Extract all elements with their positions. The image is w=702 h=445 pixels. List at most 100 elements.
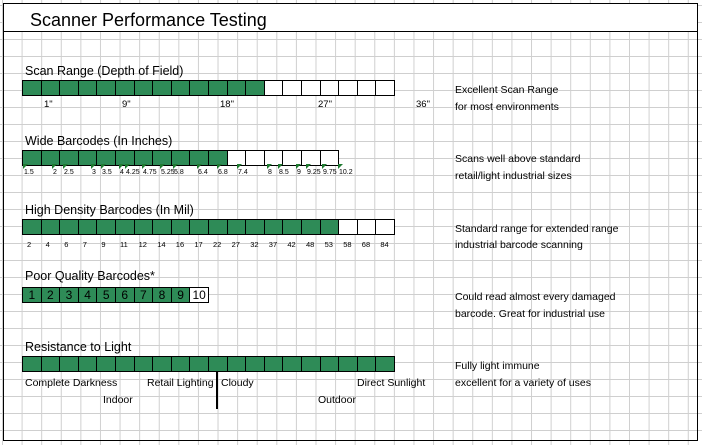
tick-label: 5.8 <box>174 169 184 176</box>
bar-cell <box>282 80 302 96</box>
section-heading-high-density: High Density Barcodes (In Mil) <box>25 203 194 217</box>
bar-cell <box>319 80 340 96</box>
bar-cell <box>207 219 228 235</box>
section-heading-resistance-light: Resistance to Light <box>25 340 132 354</box>
section-heading-poor-quality: Poor Quality Barcodes* <box>25 269 155 283</box>
bar-cell <box>375 356 395 372</box>
bar-cell <box>114 219 135 235</box>
bar-cell <box>59 356 79 372</box>
bar-cell <box>133 80 154 96</box>
bar-cell <box>114 356 135 372</box>
bar-cell <box>170 80 191 96</box>
bar-cell <box>356 80 377 96</box>
wide-barcodes-note-line2: retail/light industrial sizes <box>455 170 572 182</box>
tick-label: 37 <box>268 240 278 249</box>
tick-label: 11 <box>120 240 128 249</box>
bar-cell <box>96 80 116 96</box>
bar-cell <box>245 356 265 372</box>
resistance-light-bar <box>22 356 395 372</box>
tick-flag <box>63 164 68 169</box>
tick-label: 32 <box>250 240 259 249</box>
tick-flag <box>338 164 343 169</box>
bar-cell: 6 <box>114 287 135 303</box>
tick-label: 4 <box>120 169 124 176</box>
tick-label: 36" <box>416 99 430 110</box>
tick-flag <box>306 164 311 169</box>
wide-barcodes-note-line1: Scans well above standard <box>455 153 581 165</box>
bar-cell <box>152 356 172 372</box>
bar-cell <box>319 150 340 166</box>
tick-label: 4 <box>45 240 50 249</box>
tick-label: 6 <box>64 240 69 249</box>
bar-cell: 10 <box>189 287 209 303</box>
bar-cell <box>96 356 116 372</box>
scan-range-note-line1: Excellent Scan Range <box>455 84 559 96</box>
light-label-indoor: Indoor <box>103 394 133 406</box>
bar-cell <box>170 356 191 372</box>
tick-label: 3 <box>92 169 96 176</box>
high-density-note-line1: Standard range for extended range <box>455 223 619 235</box>
light-label-cloudy: Cloudy <box>221 377 254 389</box>
light-label-direct-sunlight: Direct Sunlight <box>357 377 426 389</box>
wide-barcodes-bar <box>22 150 340 166</box>
tick-label: 2 <box>27 240 32 249</box>
poor-quality-bar: 1 2 3 4 5 6 7 8 9 10 <box>22 287 209 303</box>
bar-cell: 8 <box>152 287 172 303</box>
tick-label: 7.4 <box>238 169 248 176</box>
bar-cell <box>22 356 42 372</box>
tick-label: 16 <box>175 240 185 249</box>
bar-cell <box>59 80 79 96</box>
tick-label: 27" <box>318 99 332 110</box>
bar-cell <box>263 80 284 96</box>
tick-label: 3.5 <box>102 169 112 176</box>
tick-label: 9.75 <box>323 169 337 176</box>
section-heading-scan-range: Scan Range (Depth of Field) <box>25 64 184 78</box>
bar-cell <box>96 150 116 166</box>
tick-label: 9.25 <box>307 169 321 176</box>
tick-flag <box>173 164 178 169</box>
bar-cell <box>170 219 191 235</box>
tick-label: 8.5 <box>279 169 289 176</box>
bar-cell <box>40 80 61 96</box>
tick-flag <box>23 164 28 169</box>
bar-cell <box>338 356 358 372</box>
bar-cell <box>263 219 284 235</box>
poor-quality-note-line2: barcode. Great for industrial use <box>455 308 605 320</box>
tick-label: 4.75 <box>143 169 157 176</box>
tick-label: 68 <box>361 240 371 249</box>
tick-label: 84 <box>380 240 389 249</box>
tick-flag <box>197 164 202 169</box>
bar-cell: 2 <box>40 287 61 303</box>
tick-flag <box>160 164 165 169</box>
bar-cell <box>375 80 395 96</box>
bar-cell <box>300 219 321 235</box>
bar-cell <box>319 219 340 235</box>
bar-cell: 4 <box>77 287 98 303</box>
bar-cell: 7 <box>133 287 154 303</box>
bar-cell <box>263 356 284 372</box>
bar-cell <box>22 219 42 235</box>
bar-cell <box>282 356 302 372</box>
light-label-retail-lighting: Retail Lighting <box>147 377 214 389</box>
tick-flag <box>101 164 106 169</box>
tick-label: 14 <box>157 240 166 249</box>
tick-flag <box>296 164 301 169</box>
bar-cell <box>245 150 265 166</box>
bar-cell <box>300 80 321 96</box>
bar-cell <box>207 80 228 96</box>
tick-label: 8 <box>268 169 272 176</box>
tick-label: 4.25 <box>126 169 140 176</box>
tick-label: 6.8 <box>218 169 228 176</box>
indoor-outdoor-divider <box>216 372 218 409</box>
scan-range-note-line2: for most environments <box>455 101 559 113</box>
bar-cell: 3 <box>59 287 79 303</box>
tick-label: 53 <box>324 240 333 249</box>
bar-cell: 9 <box>170 287 191 303</box>
bar-cell <box>133 356 154 372</box>
tick-flag <box>267 164 272 169</box>
tick-flag <box>91 164 96 169</box>
bar-cell <box>207 356 228 372</box>
bar-cell: 5 <box>96 287 116 303</box>
bar-cell: 1 <box>22 287 42 303</box>
tick-label: 6.4 <box>198 169 208 176</box>
